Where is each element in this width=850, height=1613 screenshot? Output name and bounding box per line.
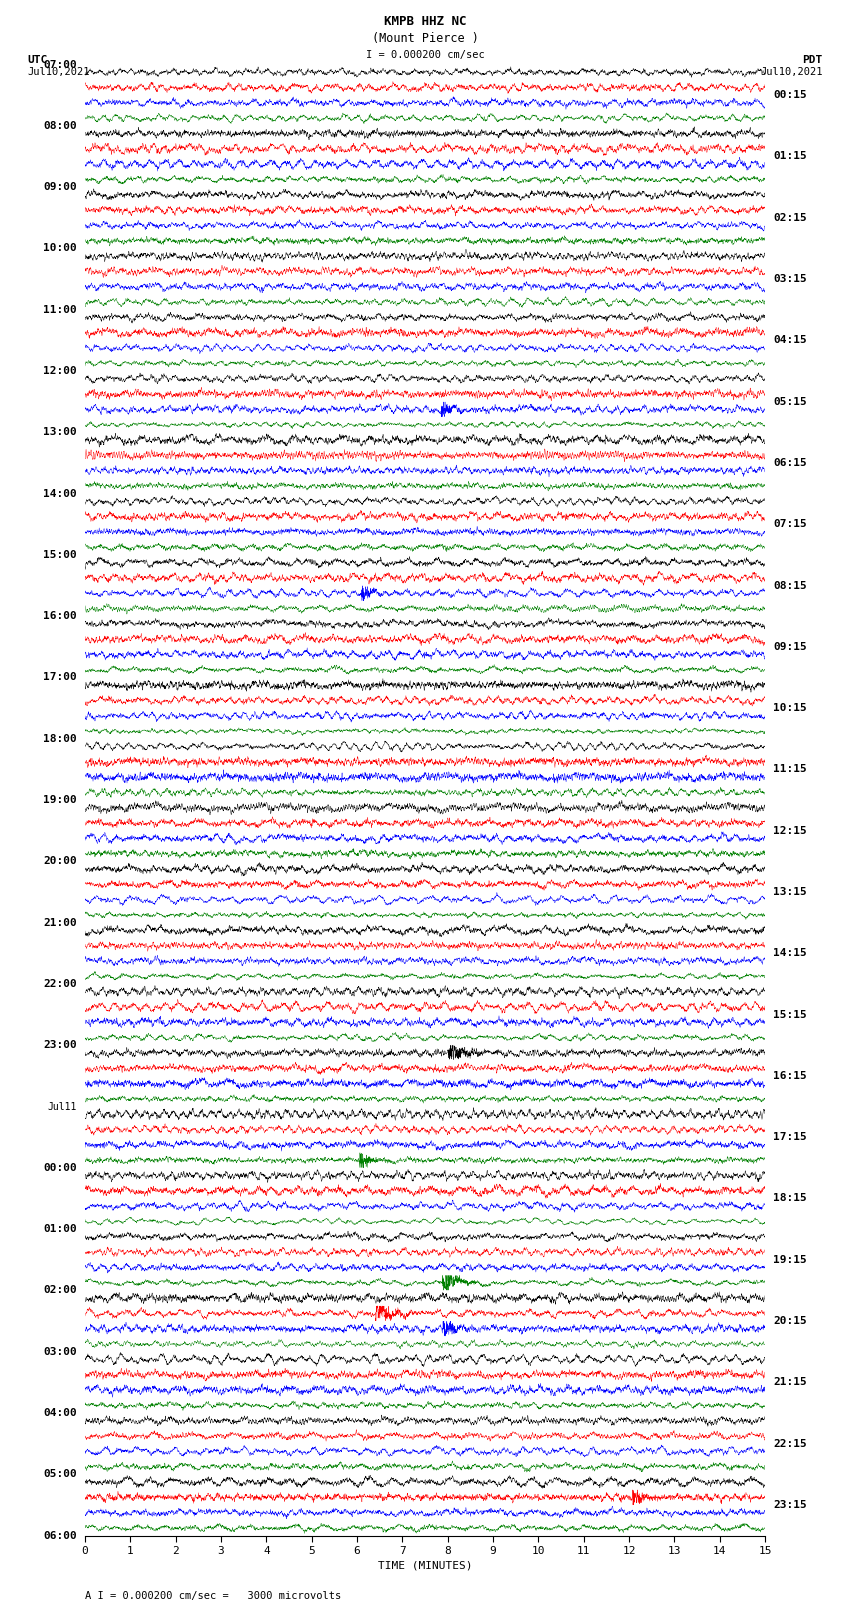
Text: 09:15: 09:15	[774, 642, 807, 652]
Text: A I = 0.000200 cm/sec =   3000 microvolts: A I = 0.000200 cm/sec = 3000 microvolts	[85, 1592, 341, 1602]
Text: 17:00: 17:00	[43, 673, 76, 682]
Text: 04:15: 04:15	[774, 336, 807, 345]
X-axis label: TIME (MINUTES): TIME (MINUTES)	[377, 1560, 473, 1569]
Text: 14:00: 14:00	[43, 489, 76, 498]
Text: 04:00: 04:00	[43, 1408, 76, 1418]
Text: 13:00: 13:00	[43, 427, 76, 437]
Text: 00:00: 00:00	[43, 1163, 76, 1173]
Text: 20:00: 20:00	[43, 857, 76, 866]
Text: 15:15: 15:15	[774, 1010, 807, 1019]
Text: 06:15: 06:15	[774, 458, 807, 468]
Text: 03:15: 03:15	[774, 274, 807, 284]
Text: Jul11: Jul11	[48, 1102, 76, 1111]
Text: 05:15: 05:15	[774, 397, 807, 406]
Text: 11:15: 11:15	[774, 765, 807, 774]
Text: 22:15: 22:15	[774, 1439, 807, 1448]
Text: 07:15: 07:15	[774, 519, 807, 529]
Text: 09:00: 09:00	[43, 182, 76, 192]
Text: 05:00: 05:00	[43, 1469, 76, 1479]
Text: 18:15: 18:15	[774, 1194, 807, 1203]
Text: 13:15: 13:15	[774, 887, 807, 897]
Text: UTC: UTC	[27, 55, 48, 65]
Text: 03:00: 03:00	[43, 1347, 76, 1357]
Text: 19:00: 19:00	[43, 795, 76, 805]
Text: 21:15: 21:15	[774, 1378, 807, 1387]
Text: Jul10,2021: Jul10,2021	[760, 68, 823, 77]
Text: 01:00: 01:00	[43, 1224, 76, 1234]
Text: 23:00: 23:00	[43, 1040, 76, 1050]
Text: 19:15: 19:15	[774, 1255, 807, 1265]
Text: I = 0.000200 cm/sec: I = 0.000200 cm/sec	[366, 50, 484, 60]
Text: 17:15: 17:15	[774, 1132, 807, 1142]
Text: KMPB HHZ NC: KMPB HHZ NC	[383, 15, 467, 27]
Text: 01:15: 01:15	[774, 152, 807, 161]
Text: 14:15: 14:15	[774, 948, 807, 958]
Text: 10:15: 10:15	[774, 703, 807, 713]
Text: 21:00: 21:00	[43, 918, 76, 927]
Text: PDT: PDT	[802, 55, 823, 65]
Text: 00:15: 00:15	[774, 90, 807, 100]
Text: 18:00: 18:00	[43, 734, 76, 744]
Text: 11:00: 11:00	[43, 305, 76, 315]
Text: 07:00: 07:00	[43, 60, 76, 69]
Text: 12:00: 12:00	[43, 366, 76, 376]
Text: 10:00: 10:00	[43, 244, 76, 253]
Text: 22:00: 22:00	[43, 979, 76, 989]
Text: 15:00: 15:00	[43, 550, 76, 560]
Text: 16:15: 16:15	[774, 1071, 807, 1081]
Text: 02:15: 02:15	[774, 213, 807, 223]
Text: 08:00: 08:00	[43, 121, 76, 131]
Text: 06:00: 06:00	[43, 1531, 76, 1540]
Text: 02:00: 02:00	[43, 1286, 76, 1295]
Text: 16:00: 16:00	[43, 611, 76, 621]
Text: (Mount Pierce ): (Mount Pierce )	[371, 32, 479, 45]
Text: Jul10,2021: Jul10,2021	[27, 68, 90, 77]
Text: 12:15: 12:15	[774, 826, 807, 836]
Text: 20:15: 20:15	[774, 1316, 807, 1326]
Text: 08:15: 08:15	[774, 581, 807, 590]
Text: 23:15: 23:15	[774, 1500, 807, 1510]
